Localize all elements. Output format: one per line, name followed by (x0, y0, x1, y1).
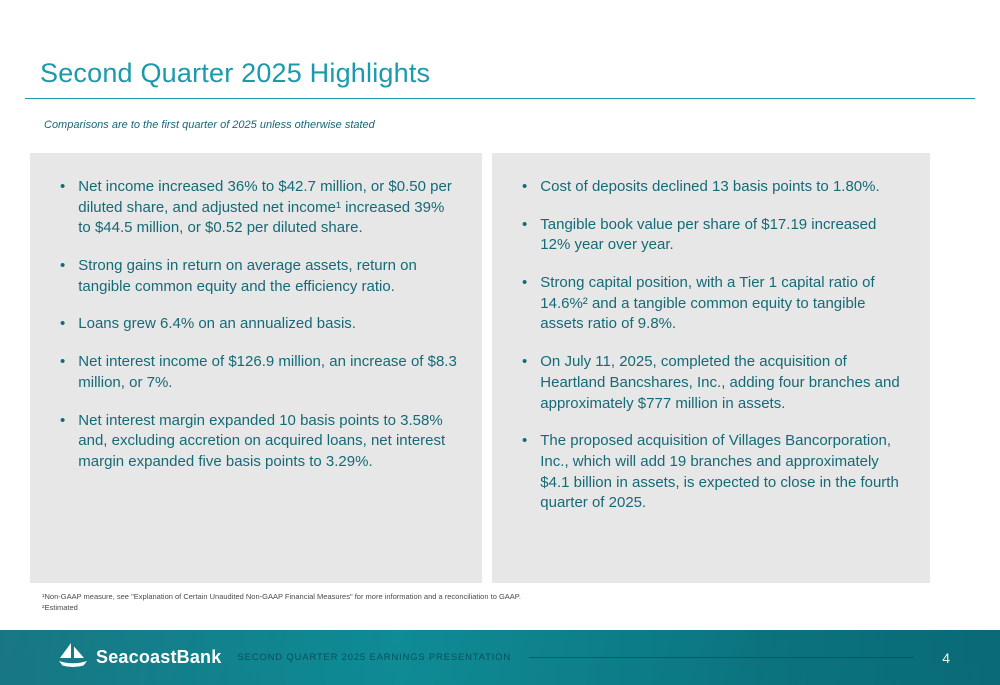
bullet-item: On July 11, 2025, completed the acquisit… (522, 352, 906, 414)
bullet-text: Strong capital position, with a Tier 1 c… (540, 274, 875, 333)
bullet-item: Tangible book value per share of $17.19 … (522, 215, 906, 256)
page-number: 4 (942, 649, 950, 666)
page-title: Second Quarter 2025 Highlights (40, 58, 431, 88)
footnote-estimated: ²Estimated (42, 603, 78, 613)
bullet-text: Tangible book value per share of $17.19 … (540, 215, 877, 254)
subtitle: Comparisons are to the first quarter of … (44, 119, 375, 131)
title-divider (25, 98, 975, 99)
bullet-text: Loans grew 6.4% on an annualized basis. (78, 315, 356, 333)
footer-bar: SeacoastBank SECOND QUARTER 2025 EARNING… (0, 630, 1000, 685)
bullet-item: Cost of deposits declined 13 basis point… (522, 177, 906, 198)
bullet-text: Net income increased 36% to $42.7 millio… (78, 178, 452, 237)
bullet-text: Net interest margin expanded 10 basis po… (78, 411, 446, 470)
footnotes: ¹Non-GAAP measure, see "Explanation of C… (42, 591, 1000, 614)
highlights-columns: Net income increased 36% to $42.7 millio… (30, 153, 930, 583)
brand-name: SeacoastBank (96, 647, 222, 667)
bullet-item: Loans grew 6.4% on an annualized basis. (60, 314, 458, 335)
footnote-non-gaap: ¹Non-GAAP measure, see "Explanation of C… (42, 592, 521, 601)
bullet-text: The proposed acquisition of Villages Ban… (540, 432, 899, 512)
left-highlights-panel: Net income increased 36% to $42.7 millio… (30, 153, 482, 583)
bullet-item: Net interest income of $126.9 million, a… (60, 352, 458, 393)
left-bullet-list: Net income increased 36% to $42.7 millio… (60, 177, 458, 473)
bullet-item: The proposed acquisition of Villages Ban… (522, 431, 906, 514)
right-bullet-list: Cost of deposits declined 13 basis point… (522, 177, 906, 514)
bullet-item: Strong capital position, with a Tier 1 c… (522, 273, 906, 335)
bullet-item: Net income increased 36% to $42.7 millio… (60, 177, 458, 239)
bullet-item: Net interest margin expanded 10 basis po… (60, 411, 458, 473)
right-highlights-panel: Cost of deposits declined 13 basis point… (492, 153, 930, 583)
bullet-item: Strong gains in return on average assets… (60, 256, 458, 297)
footer-caption: SECOND QUARTER 2025 EARNINGS PRESENTATIO… (237, 652, 511, 663)
bullet-text: On July 11, 2025, completed the acquisit… (540, 353, 900, 412)
seacoast-logo: SeacoastBank (58, 642, 221, 674)
sailboat-icon (58, 642, 88, 674)
bullet-text: Cost of deposits declined 13 basis point… (540, 178, 880, 195)
bullet-text: Strong gains in return on average assets… (78, 257, 417, 295)
bullet-text: Net interest income of $126.9 million, a… (78, 353, 457, 391)
footer-divider-line (529, 657, 915, 658)
